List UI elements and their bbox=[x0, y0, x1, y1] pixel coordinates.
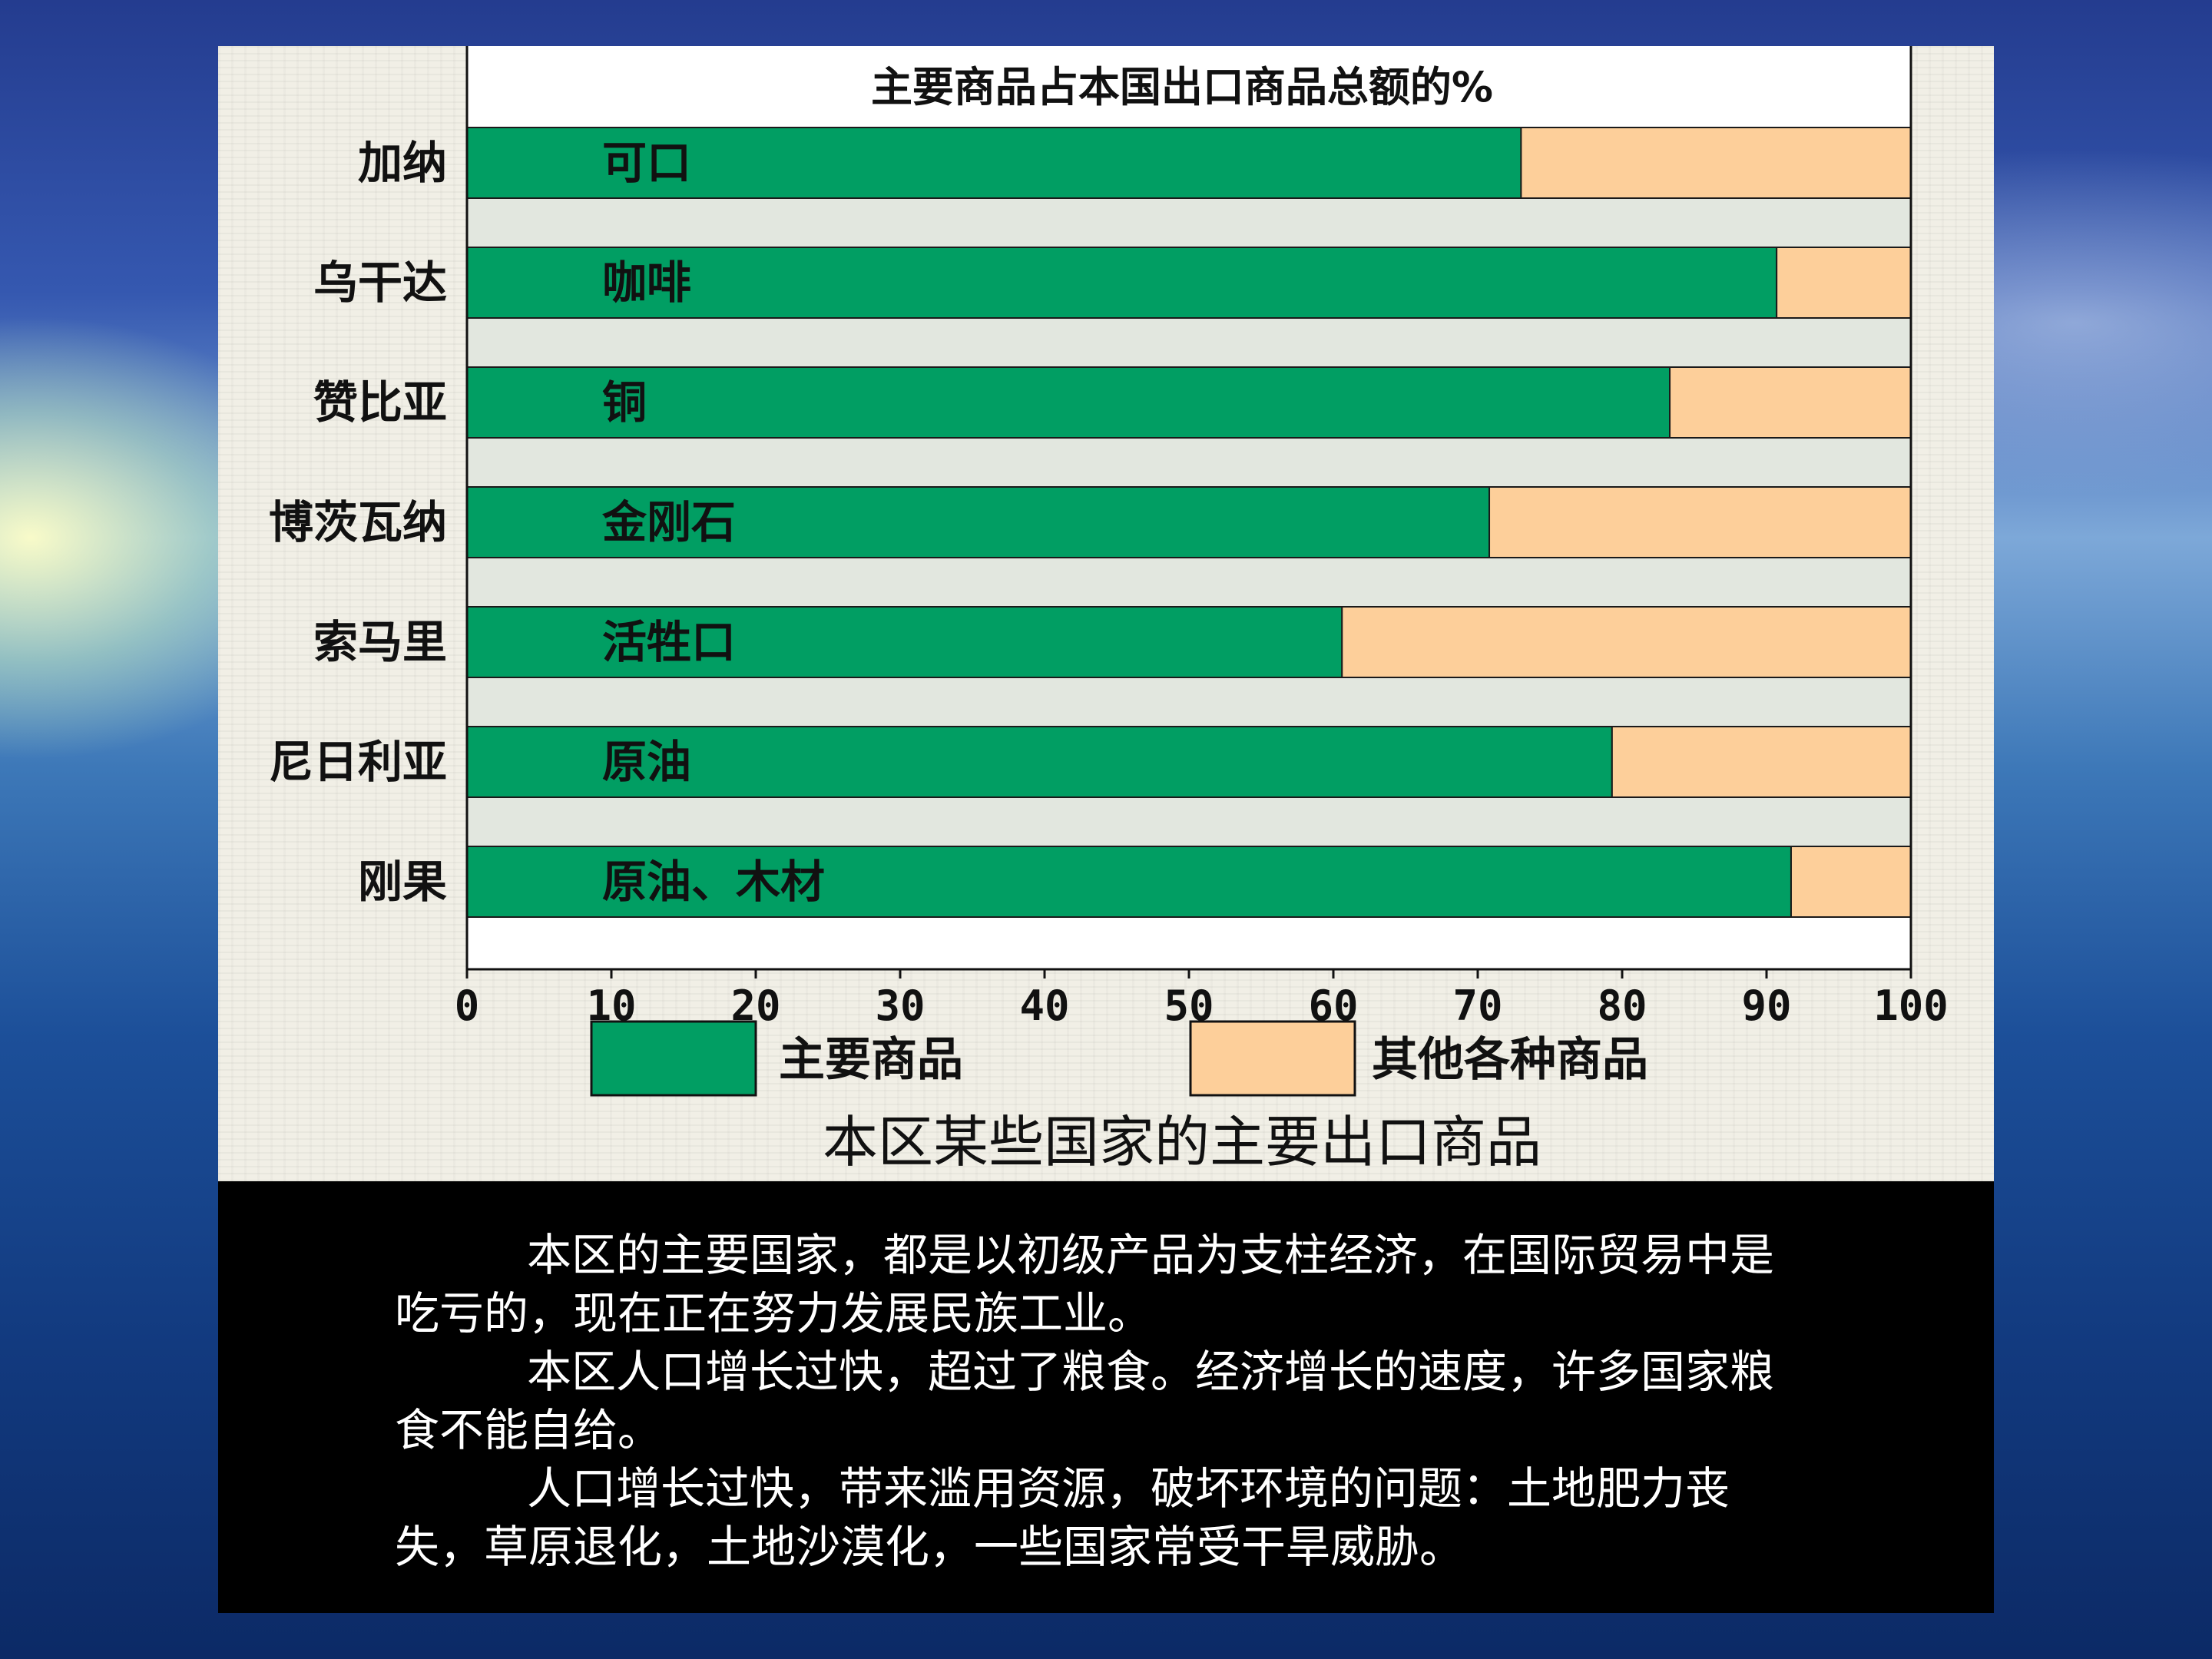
row-gap-band bbox=[467, 438, 1911, 487]
legend-swatch-main bbox=[590, 1020, 757, 1097]
paragraph-1: 本区的主要国家，都是以初级产品为支柱经济，在国际贸易中是吃亏的，现在正在努力发展… bbox=[395, 1229, 1775, 1339]
chart-title: 主要商品占本国出口商品总额的% bbox=[871, 63, 1493, 111]
product-label: 铜 bbox=[602, 376, 647, 429]
bar-main-commodity bbox=[466, 606, 1343, 678]
product-label: 金刚石 bbox=[602, 496, 736, 548]
bar-other-commodities bbox=[1520, 127, 1912, 199]
x-tick-label: 0 bbox=[455, 982, 480, 1030]
bar-other-commodities bbox=[1669, 366, 1912, 439]
product-label: 原油、木材 bbox=[602, 856, 825, 908]
paragraph-2: 本区人口增长过快，超过了粮食。经济增长的速度，许多国家粮食不能自给。 bbox=[395, 1346, 1775, 1456]
category-label: 加纳 bbox=[358, 137, 447, 189]
description-box: 本区的主要国家，都是以初级产品为支柱经济，在国际贸易中是吃亏的，现在正在努力发展… bbox=[218, 1181, 1994, 1613]
x-tick-labels: 0 10 20 30 40 50 60 70 80 90 100 bbox=[455, 982, 1949, 1030]
x-tick-label: 80 bbox=[1597, 982, 1647, 1030]
legend-label-main: 主要商品 bbox=[779, 1033, 963, 1087]
axes bbox=[465, 46, 1912, 979]
legend-swatch-other bbox=[1189, 1020, 1356, 1097]
row-gap-band bbox=[467, 318, 1911, 367]
paragraph-3: 人口增长过快，带来滥用资源，破坏环境的问题：土地肥力丧失，草原退化，土地沙漠化，… bbox=[395, 1462, 1730, 1573]
category-label: 赞比亚 bbox=[313, 376, 447, 429]
bar-main-commodity bbox=[466, 366, 1671, 439]
category-label: 刚果 bbox=[358, 856, 447, 908]
x-tick-label: 90 bbox=[1741, 982, 1791, 1030]
x-tick-label: 30 bbox=[875, 982, 925, 1030]
row-gap-band bbox=[467, 198, 1911, 247]
bars bbox=[466, 127, 1912, 918]
product-label: 原油 bbox=[602, 736, 691, 788]
bar-other-commodities bbox=[1488, 486, 1912, 558]
category-label: 尼日利亚 bbox=[269, 736, 447, 788]
legend-label-other: 其他各种商品 bbox=[1372, 1033, 1648, 1087]
legend: 主要商品 其他各种商品 bbox=[590, 1020, 1648, 1097]
bar-other-commodities bbox=[1790, 846, 1912, 918]
row-gap-band bbox=[467, 797, 1911, 846]
category-label: 乌干达 bbox=[313, 257, 447, 309]
product-label: 活牲口 bbox=[602, 616, 736, 668]
chart-panel: 主要商品占本国出口商品总额的% 加纳乌干达赞比亚博茨瓦纳索马里尼日利亚刚果 可口… bbox=[218, 46, 1994, 1181]
x-tick-label: 70 bbox=[1452, 982, 1502, 1030]
x-tick-label: 40 bbox=[1019, 982, 1069, 1030]
x-tick-label: 100 bbox=[1873, 982, 1949, 1030]
bar-other-commodities bbox=[1611, 726, 1912, 798]
product-label: 可口 bbox=[602, 137, 691, 189]
bar-main-commodity bbox=[466, 247, 1778, 319]
bar-other-commodities bbox=[1341, 606, 1912, 678]
bar-main-commodity bbox=[466, 726, 1613, 798]
chart-caption: 本区某些国家的主要出口商品 bbox=[823, 1110, 1541, 1174]
bar-other-commodities bbox=[1776, 247, 1912, 319]
row-gap-band bbox=[467, 677, 1911, 727]
product-label: 咖啡 bbox=[602, 257, 691, 309]
category-label: 博茨瓦纳 bbox=[269, 496, 447, 548]
bar-main-commodity bbox=[466, 846, 1792, 918]
row-gap-band bbox=[467, 558, 1911, 607]
category-label: 索马里 bbox=[313, 616, 447, 668]
